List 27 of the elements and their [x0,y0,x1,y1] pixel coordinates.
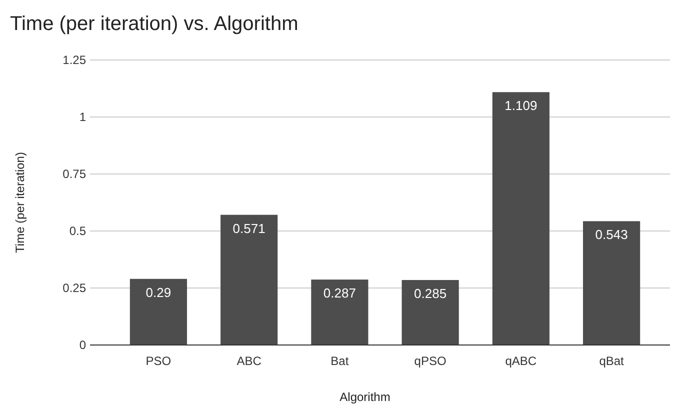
bar [130,278,187,345]
data-label: 0.29 [146,284,172,300]
bar [220,214,278,345]
chart-title: Time (per iteration) vs. Algorithm [10,13,298,35]
y-tick-label: 0.75 [62,167,86,181]
bar [402,280,459,345]
bar [583,221,640,345]
x-axis-title: Algorithm [340,390,390,404]
data-label: 0.571 [232,220,266,236]
data-label: 0.285 [414,286,447,302]
data-label: 0.287 [323,286,356,301]
x-tick-label: Bat [330,354,350,368]
y-tick-label: 0.25 [62,281,86,295]
x-tick-label: qPSO [414,354,446,368]
bar [492,92,550,345]
x-tick-label: ABC [236,354,262,368]
y-tick-label: 1 [79,110,86,124]
y-tick-label: 0.5 [69,224,86,238]
y-tick-label: 0 [79,338,86,352]
y-axis-title: Time (per iteration) [13,152,27,253]
bar [311,280,368,345]
data-label: 0.543 [595,227,628,242]
x-tick-label: PSO [146,354,172,368]
x-tick-label: qABC [505,354,537,368]
x-tick-label: qBat [599,354,625,368]
y-tick-label: 1.25 [62,53,86,67]
data-label: 1.109 [504,98,538,114]
